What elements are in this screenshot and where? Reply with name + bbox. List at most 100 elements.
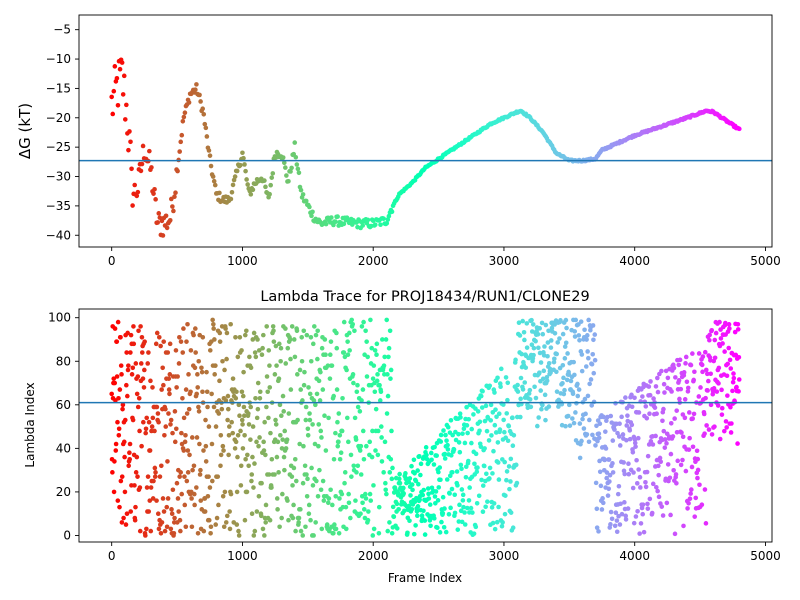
lambda-point [130, 365, 136, 371]
lambda-point [234, 489, 240, 495]
lambda-point [715, 403, 721, 408]
lambda-point [478, 444, 484, 449]
lambda-point [540, 331, 546, 337]
lambda-point [473, 451, 479, 457]
lambda-point [289, 324, 295, 329]
lambda-point [162, 528, 168, 534]
lambda-point [295, 372, 300, 377]
lambda-point [168, 526, 174, 532]
lambda-point [488, 402, 494, 408]
lambda-point [387, 328, 393, 334]
lambda-point [196, 404, 201, 410]
lambda-point [389, 428, 394, 434]
lambda-point [174, 385, 179, 390]
lambda-point [304, 493, 310, 499]
lambda-point [180, 395, 185, 401]
dg-point [175, 168, 180, 174]
lambda-point [594, 506, 600, 512]
lambda-point [235, 454, 240, 460]
lambda-point [562, 356, 568, 361]
lambda-point [169, 507, 174, 512]
lambda-point [181, 415, 187, 421]
lambda-point [205, 404, 210, 410]
lambda-point [630, 449, 636, 455]
lambda-point [273, 343, 279, 349]
lambda-point [432, 444, 437, 450]
lambda-point [336, 439, 341, 445]
lambda-point [643, 404, 649, 409]
lambda-point [348, 515, 353, 521]
lambda-point [127, 441, 133, 447]
lambda-point [252, 528, 258, 534]
lambda-point [249, 478, 254, 484]
lambda-point [540, 376, 546, 382]
lambda-point [205, 493, 211, 499]
lambda-point [388, 367, 394, 373]
lambda-point [190, 467, 195, 473]
lambda-point [305, 432, 311, 438]
lambda-point [445, 424, 451, 430]
lambda-point [640, 394, 645, 399]
lambda-point [707, 332, 712, 338]
lambda-point [462, 522, 468, 527]
lambda-point [626, 471, 632, 477]
lambda-point [541, 368, 547, 374]
lambda-point [407, 518, 412, 524]
bottom-plot-frame [78, 308, 773, 543]
dg-point [298, 187, 304, 193]
lambda-point [599, 507, 605, 512]
lambda-point [239, 389, 245, 395]
lambda-point [228, 491, 234, 497]
lambda-point [662, 390, 667, 395]
lambda-point [570, 416, 575, 421]
lambda-point [385, 393, 391, 399]
lambda-point [665, 375, 671, 381]
lambda-point [232, 446, 238, 451]
lambda-point [542, 344, 547, 349]
lambda-point [295, 417, 300, 423]
lambda-point [272, 472, 277, 477]
lambda-point [459, 487, 465, 492]
lambda-point [249, 511, 255, 516]
lambda-point [487, 383, 493, 389]
lambda-point [674, 480, 679, 486]
lambda-point [323, 448, 329, 453]
lambda-point [444, 477, 450, 482]
dg-point [228, 196, 234, 202]
lambda-point [128, 509, 134, 514]
lambda-point [685, 389, 691, 394]
lambda-point [636, 410, 642, 415]
lambda-point [475, 409, 481, 414]
lambda-point [698, 385, 703, 390]
lambda-point [142, 339, 147, 344]
lambda-point [183, 524, 189, 530]
dg-point [248, 192, 254, 197]
lambda-point [597, 458, 602, 464]
lambda-point [415, 513, 420, 519]
lambda-point [114, 339, 120, 344]
lambda-point [544, 374, 550, 380]
lambda-point [172, 409, 178, 414]
lambda-point [367, 491, 373, 497]
lambda-point [492, 422, 498, 428]
dg-point [177, 149, 182, 154]
lambda-point [361, 319, 366, 325]
lambda-point [692, 514, 698, 519]
lambda-point [638, 521, 644, 526]
x-tick-label: 2000 [358, 254, 389, 268]
lambda-point [524, 345, 530, 350]
lambda-point [230, 376, 236, 381]
lambda-point [302, 463, 308, 469]
lambda-point [624, 437, 629, 443]
lambda-point [246, 422, 252, 427]
lambda-point [570, 391, 576, 397]
lambda-point [256, 443, 261, 449]
lambda-point [681, 523, 686, 529]
lambda-point [673, 472, 679, 477]
lambda-point [396, 506, 401, 512]
lambda-point [112, 326, 118, 331]
lambda-point [463, 464, 469, 470]
lambda-point [320, 387, 326, 392]
dg-point [126, 147, 131, 153]
lambda-point [375, 428, 381, 434]
